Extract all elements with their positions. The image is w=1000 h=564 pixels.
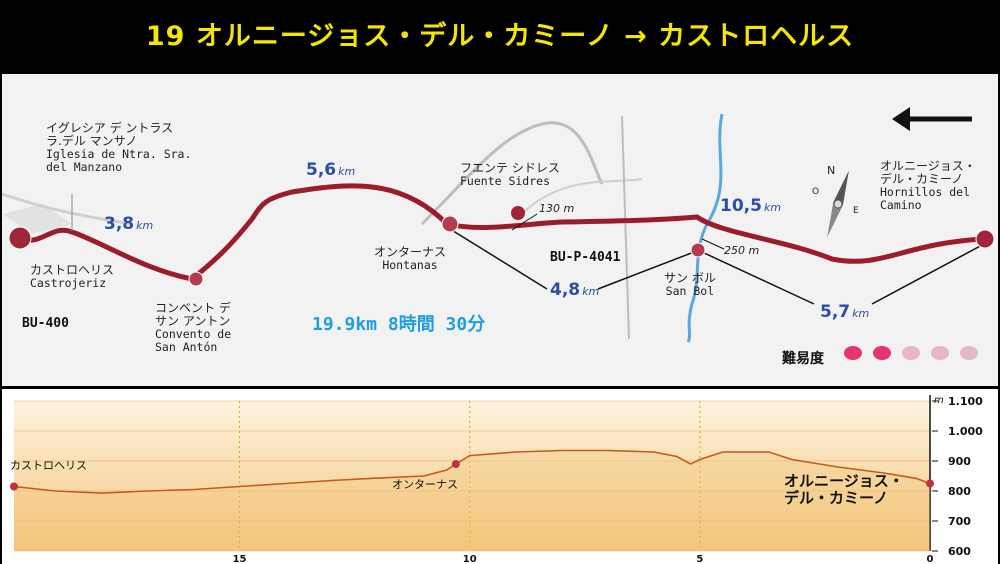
profile-start-dot <box>10 482 18 491</box>
x-tick-label: 0 <box>927 554 934 564</box>
leader-130m <box>511 213 538 231</box>
y-tick-label: 800 <box>948 485 971 498</box>
terrain-line <box>621 115 630 340</box>
profile-mid-dot <box>451 460 460 468</box>
difficulty-dot-icon <box>902 346 920 360</box>
x-tick-label: 5 <box>696 554 703 564</box>
y-tick-label: 600 <box>948 545 971 558</box>
compass-n: N <box>827 164 836 177</box>
profile-chart: 1.100 1.000 900 800 700 600 m 15 10 5 0 <box>10 395 983 564</box>
y-unit-label: m <box>934 395 944 406</box>
profile-label-end: オルニージョス・ デル・カミーノ <box>784 472 904 507</box>
altitude-130m: 130 m <box>539 202 575 215</box>
map-canvas <box>2 107 995 343</box>
route-map: N O E イグレシア デ ントラス ラ.デル マンサノ Iglesia de … <box>2 74 998 386</box>
profile-end-dot <box>926 479 934 488</box>
iglesia-label: イグレシア デ ントラス ラ.デル マンサノ Iglesia de Ntra. … <box>46 121 192 174</box>
profile-label-start: カストロヘリス <box>10 459 87 472</box>
profile-background <box>14 401 930 551</box>
x-tick-label: 15 <box>233 554 247 564</box>
hontanas-dot <box>441 215 459 233</box>
profile-label-mid: オンターナス <box>392 478 458 491</box>
castrojeriz-label: カストロヘリス Castrojeriz <box>30 263 115 290</box>
terrain-road <box>521 178 643 215</box>
difficulty-dot-icon <box>931 346 949 360</box>
compass-e: E <box>853 206 859 216</box>
difficulty-label: 難易度 <box>782 351 824 367</box>
road-bu-400: BU-400 <box>22 316 69 331</box>
y-tick-label: 1.100 <box>948 395 983 408</box>
fuente-sidres-dot <box>511 206 525 220</box>
leader-sanbol-5-7 <box>701 251 815 305</box>
y-tick-label: 900 <box>948 455 971 468</box>
route-title: 19 オルニージョス・デル・カミーノ → カストロヘルス <box>145 21 855 52</box>
compass-icon <box>827 170 849 238</box>
terrain-area <box>2 204 72 234</box>
direction-arrow-icon <box>892 107 972 131</box>
sanbol-dot <box>690 242 706 258</box>
profile-area <box>14 450 930 551</box>
altitude-250m: 250 m <box>724 244 760 257</box>
elevation-profile: 1.100 1.000 900 800 700 600 m 15 10 5 0 カストロヘリス オン… <box>2 389 998 564</box>
compass-o: O <box>812 187 820 197</box>
sanbol-label: サン ボル San Bol <box>664 271 716 298</box>
distance-4-8: 4,8 km <box>550 280 600 300</box>
leader-hontanas-4-8 <box>449 228 548 290</box>
road-bu-p-4041: BU-P-4041 <box>550 250 621 265</box>
y-tick-label: 700 <box>948 515 971 528</box>
x-tick-label: 10 <box>463 554 477 564</box>
distance-5-6: 5,6 km <box>306 160 356 180</box>
distance-5-7: 5,7 km <box>820 302 870 322</box>
y-tick-label: 1.000 <box>948 425 983 438</box>
distance-10-5: 10,5 km <box>720 196 782 216</box>
leader-sanbol-4-8 <box>597 251 695 290</box>
fuente-sidres-label: フエンテ シドレス Fuente Sidres <box>460 161 560 188</box>
convento-dot <box>188 271 204 287</box>
leader-250m <box>701 238 725 250</box>
hornillos-label: オルニージョス・ デル・カミーノ Hornillos del Camino <box>880 159 976 212</box>
distance-3-8: 3,8 km <box>104 214 154 234</box>
hontanas-label: オンターナス Hontanas <box>374 245 447 272</box>
castrojeriz-dot <box>8 226 32 250</box>
route-summary: 19.9km 8時間 30分 <box>312 314 486 335</box>
route-line <box>17 183 985 282</box>
hornillos-dot <box>975 229 995 249</box>
difficulty-dot-icon <box>873 346 891 360</box>
difficulty-dot-icon <box>844 346 862 360</box>
terrain-hill <box>420 121 604 226</box>
difficulty-dot-icon <box>960 346 978 360</box>
convento-label: コンベント デ サン アントン Convento de San Antón <box>155 301 232 354</box>
terrain-road-2 <box>2 192 133 226</box>
leader-hornillos-5-7 <box>871 243 985 305</box>
profile-line <box>13 449 931 494</box>
